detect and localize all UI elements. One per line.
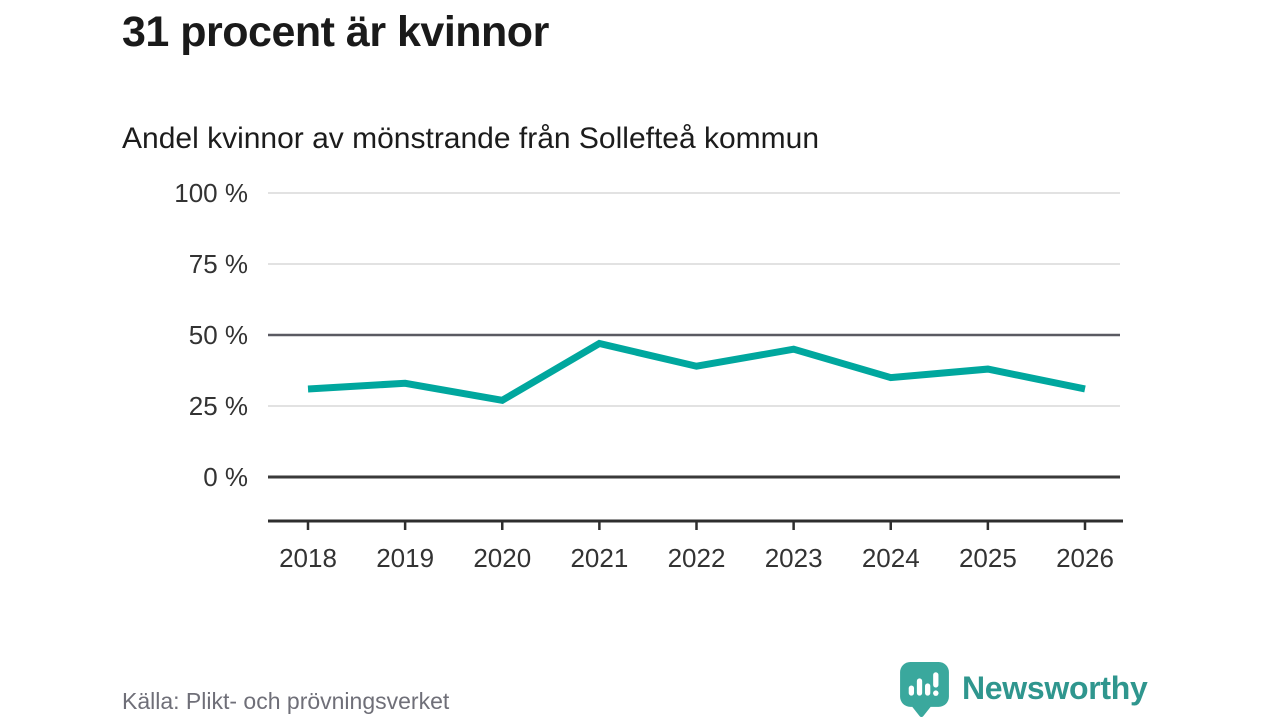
x-tick-label: 2021 [570, 543, 628, 573]
bar-3 [925, 683, 931, 696]
x-tick-label: 2018 [279, 543, 337, 573]
source-note: Källa: Plikt- och prövningsverket [122, 688, 450, 714]
bar-1 [908, 685, 915, 696]
chart-subtitle: Andel kvinnor av mönstrande från Solleft… [122, 122, 820, 155]
newsworthy-bubble-chart-icon [900, 662, 949, 717]
y-tick-label: 100 % [174, 178, 248, 208]
bar-2 [916, 678, 923, 696]
x-tick-label: 2024 [862, 543, 920, 573]
x-tick-label: 2025 [959, 543, 1017, 573]
y-tick-label: 0 % [203, 462, 248, 492]
x-tick-label: 2022 [668, 543, 726, 573]
x-tick-label: 2019 [376, 543, 434, 573]
exclamation-dot [933, 690, 939, 696]
speech-bubble-shape [900, 662, 949, 717]
chart-title: 31 procent är kvinnor [122, 8, 549, 56]
y-tick-label: 50 % [189, 320, 248, 350]
brand-name: Newsworthy [962, 670, 1148, 706]
x-tick-label: 2020 [473, 543, 531, 573]
line-chart: 0 % 25 % 50 % 75 % 100 % 2018 2019 2020 2021 2022… [174, 178, 1123, 573]
exclamation-bar [933, 672, 939, 688]
brand-logo: Newsworthy [896, 660, 1148, 717]
x-tick-label: 2026 [1056, 543, 1114, 573]
data-line-andel-kvinnor [307, 339, 1086, 404]
x-tick-label: 2023 [765, 543, 823, 573]
y-tick-label: 75 % [189, 249, 248, 279]
y-tick-label: 25 % [189, 391, 248, 421]
